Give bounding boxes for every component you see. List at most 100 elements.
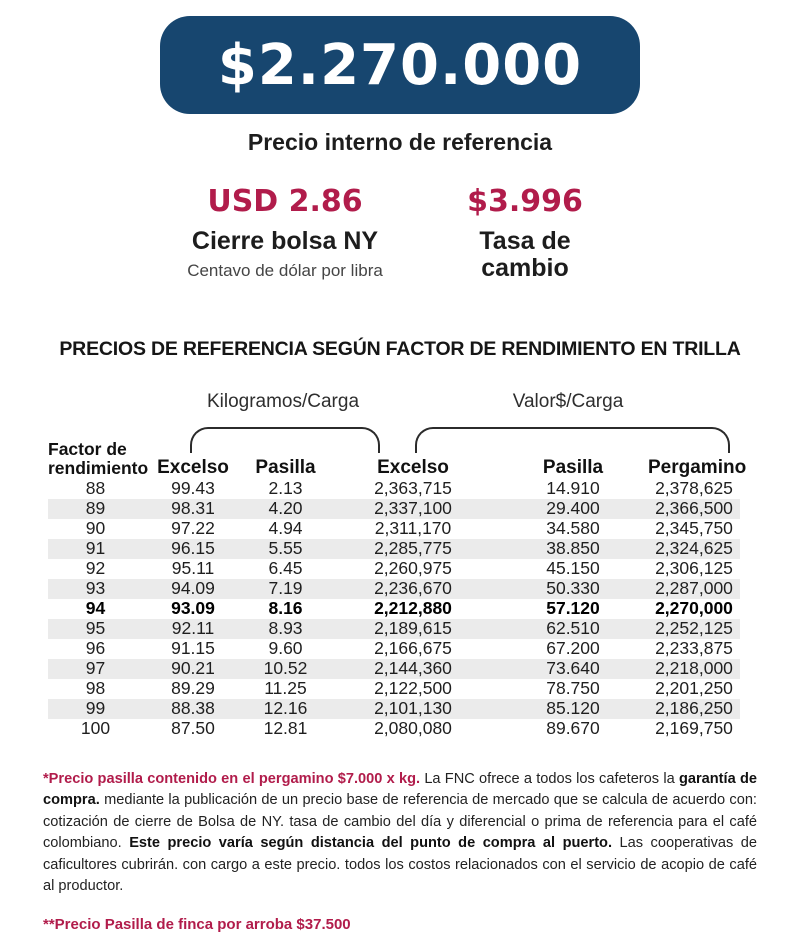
- table-cell: 4.94: [268, 518, 303, 539]
- table-cell: 88.38: [171, 698, 215, 719]
- table-row: 93 94.09 7.19 2,236,670 50.330 2,287,000: [48, 579, 740, 599]
- table-cell: 2,366,500: [655, 498, 733, 519]
- table-cell: 2.13: [268, 478, 303, 499]
- table-cell: 88: [85, 478, 106, 499]
- table-cell: 2,101,130: [374, 698, 452, 719]
- table-cell: 6.45: [268, 558, 303, 579]
- note-segment: *Precio pasilla contenido en el pergamin…: [43, 771, 425, 787]
- table-cell: 98: [85, 678, 106, 699]
- table-cell: 50.330: [546, 578, 600, 599]
- ny-close-stat: USD 2.86 Cierre bolsa NY Centavo de dóla…: [135, 184, 435, 282]
- note-segment: garantía de compra.: [43, 771, 757, 809]
- table-row: 89 98.31 4.20 2,337,100 29.400 2,366,500: [48, 499, 740, 519]
- table-cell: 96.15: [171, 538, 215, 559]
- column-header-pasilla-kg: Pasilla: [255, 457, 316, 478]
- table-cell: 2,233,875: [655, 638, 733, 659]
- table-row: 96 91.15 9.60 2,166,675 67.200 2,233,875: [48, 639, 740, 659]
- market-stats: USD 2.86 Cierre bolsa NY Centavo de dóla…: [0, 184, 800, 282]
- table-cell: 2,306,125: [655, 558, 733, 579]
- exchange-rate-value: $3.996: [467, 184, 583, 219]
- price-caption: Precio interno de referencia: [247, 129, 553, 155]
- table-cell: 93: [85, 578, 106, 599]
- table-title: PRECIOS DE REFERENCIA SEGÚN FACTOR DE RE…: [59, 338, 741, 360]
- table-cell: 91.15: [171, 638, 215, 659]
- table-cell: 2,166,675: [374, 638, 452, 659]
- table-row: 92 95.11 6.45 2,260,975 45.150 2,306,125: [48, 559, 740, 579]
- table-cell: 9.60: [268, 638, 303, 659]
- table-cell: 2,122,500: [374, 678, 452, 699]
- table-header: Kilogramos/Carga Valor$/Carga Factor de …: [45, 391, 755, 479]
- table-cell: 8.16: [268, 598, 303, 619]
- footnote-pasilla-finca: **Precio Pasilla de finca por arroba $37…: [43, 915, 351, 933]
- table-cell: 2,311,170: [374, 518, 452, 539]
- exchange-rate-title: Tasa de cambio: [479, 227, 571, 282]
- group-header-valor: Valor$/Carga: [512, 391, 624, 412]
- table-cell: 95.11: [171, 558, 215, 579]
- table-row: 98 89.29 11.25 2,122,500 78.750 2,201,250: [48, 679, 740, 699]
- table-row: 88 99.43 2.13 2,363,715 14.910 2,378,625: [48, 479, 740, 499]
- table-cell: 2,363,715: [374, 478, 452, 499]
- table-cell: 2,260,975: [374, 558, 452, 579]
- footnote-main: *Precio pasilla contenido en el pergamin…: [43, 769, 757, 898]
- factor-header-line1: Factor de: [48, 438, 127, 459]
- table-cell: 34.580: [546, 518, 600, 539]
- column-headers: Factor de rendimiento Excelso Pasilla Ex…: [48, 438, 746, 479]
- table-row: 91 96.15 5.55 2,285,775 38.850 2,324,625: [48, 539, 740, 559]
- table-cell: 92: [85, 558, 106, 579]
- table-cell: 96: [85, 638, 106, 659]
- table-cell: 90.21: [171, 658, 215, 679]
- table-cell: 99.43: [171, 478, 215, 499]
- table-cell: 94: [85, 598, 106, 619]
- table-cell: 99: [85, 698, 106, 719]
- column-header-factor: Factor de rendimiento: [48, 438, 148, 479]
- table-cell: 90: [85, 518, 106, 539]
- note-segment: Este precio varía según distancia del pu…: [129, 835, 613, 852]
- table-cell: 12.81: [263, 718, 308, 739]
- bracket-valor: [415, 427, 730, 453]
- table-row: 97 90.21 10.52 2,144,360 73.640 2,218,000: [48, 659, 740, 679]
- table-cell: 2,337,100: [374, 498, 452, 519]
- table-cell: 95: [85, 618, 106, 639]
- table-cell: 78.750: [546, 678, 600, 699]
- table-cell: 89.670: [546, 718, 600, 739]
- table-cell: 89: [85, 498, 106, 519]
- table-cell: 14.910: [546, 478, 600, 499]
- table-cell: 10.52: [263, 658, 308, 679]
- table-cell: 100: [80, 718, 111, 739]
- table-cell: 57.120: [546, 598, 600, 619]
- table-cell: 4.20: [268, 498, 303, 519]
- table-row: 90 97.22 4.94 2,311,170 34.580 2,345,750: [48, 519, 740, 539]
- table-cell: 67.200: [546, 638, 600, 659]
- table-row: 100 87.50 12.81 2,080,080 89.670 2,169,750: [48, 719, 740, 739]
- table-cell: 2,144,360: [374, 658, 452, 679]
- reference-price: $2.270.000: [217, 32, 583, 98]
- table-cell: 45.150: [546, 558, 600, 579]
- table-cell: 2,080,080: [374, 718, 452, 739]
- column-header-excelso-kg: Excelso: [157, 457, 229, 478]
- column-header-excelso-valor: Excelso: [377, 457, 449, 478]
- price-pill: $2.270.000: [160, 16, 640, 114]
- factor-header-line2: rendimiento: [48, 458, 149, 479]
- ny-close-title: Cierre bolsa NY: [191, 227, 379, 255]
- ny-close-value: USD 2.86: [207, 184, 363, 219]
- table-cell: 97: [85, 658, 106, 679]
- table-cell: 85.120: [546, 698, 600, 719]
- table-cell: 2,287,000: [655, 578, 733, 599]
- table-cell: 97.22: [171, 518, 215, 539]
- price-infographic: { "colors": { "navy": "#17466f", "accent…: [0, 16, 800, 933]
- table-cell: 2,186,250: [655, 698, 733, 719]
- table-cell: 89.29: [171, 678, 215, 699]
- note-segment: mediante la publicación de un precio bas…: [43, 792, 757, 852]
- table-cell: 2,212,880: [374, 598, 452, 619]
- table-cell: 98.31: [171, 498, 215, 519]
- price-table: Kilogramos/Carga Valor$/Carga Factor de …: [45, 391, 755, 739]
- exchange-rate-stat: $3.996 Tasa de cambio: [435, 184, 615, 282]
- table-row: 95 92.11 8.93 2,189,615 62.510 2,252,125: [48, 619, 740, 639]
- table-cell: 93.09: [171, 598, 215, 619]
- table-cell: 62.510: [546, 618, 600, 639]
- table-cell: 12.16: [263, 698, 308, 719]
- table-cell: 38.850: [546, 538, 600, 559]
- table-cell: 2,324,625: [655, 538, 733, 559]
- table-cell: 2,378,625: [655, 478, 733, 499]
- table-cell: 94.09: [171, 578, 215, 599]
